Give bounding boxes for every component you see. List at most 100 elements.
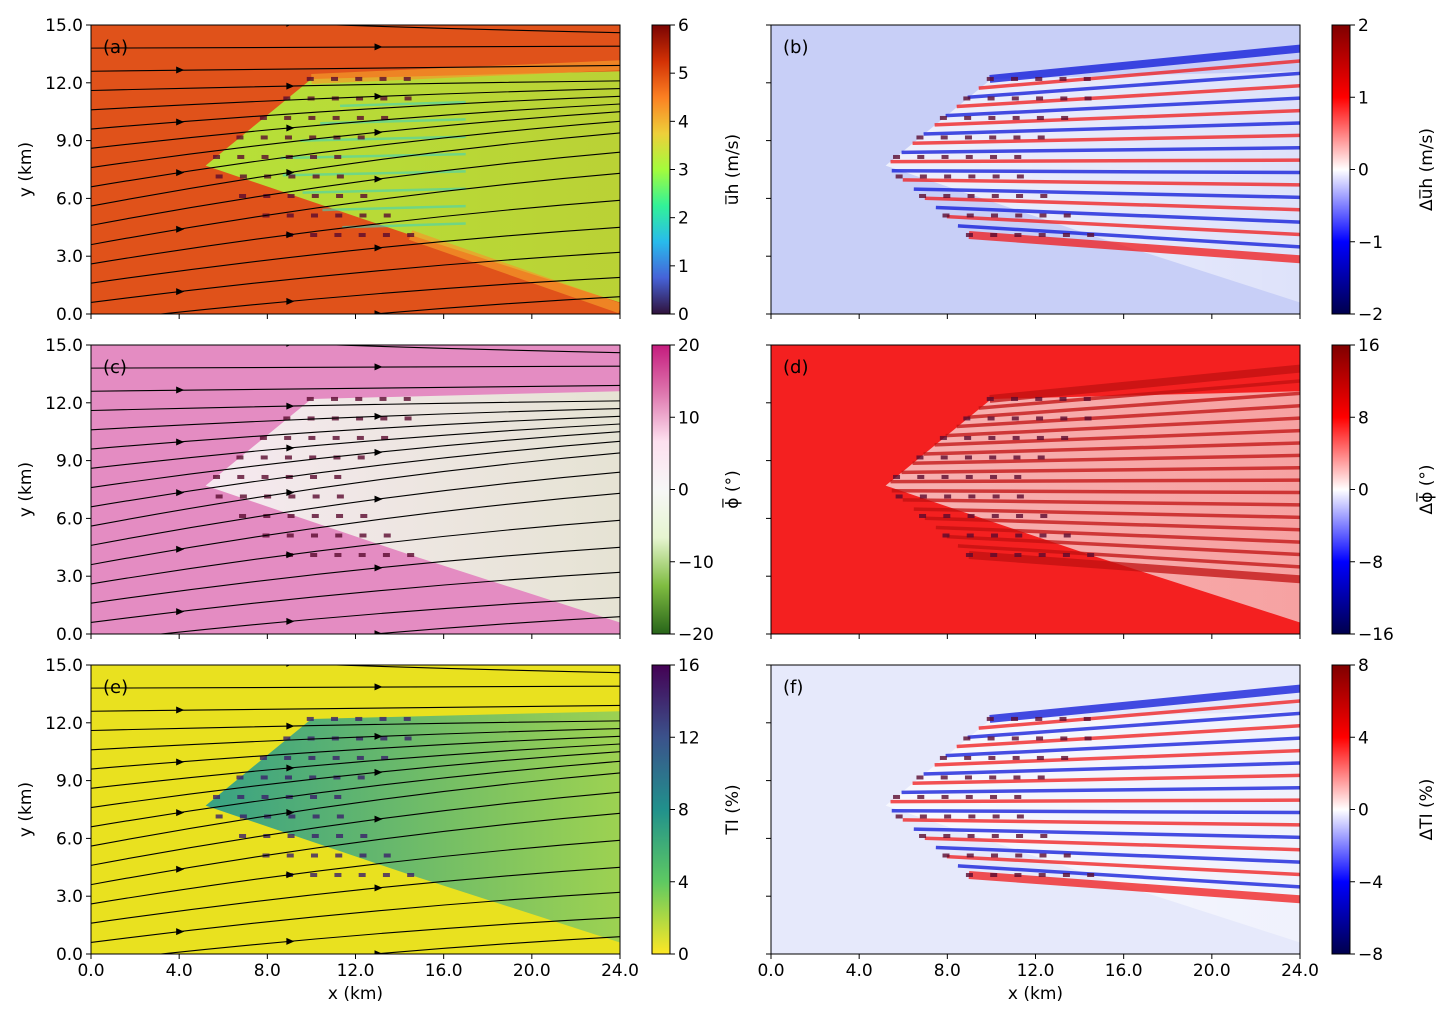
wake-streak — [978, 379, 1300, 410]
streamline — [91, 492, 620, 566]
streamline — [91, 400, 620, 412]
turbine-marker — [1040, 833, 1048, 838]
turbine-marker — [356, 435, 364, 440]
wake-streak — [901, 465, 1300, 475]
colorbar-tick-label: 6 — [678, 16, 689, 36]
turbine-marker — [288, 494, 296, 499]
turbine-marker — [1062, 233, 1070, 238]
turbine-marker — [941, 474, 949, 479]
colorbar-tick-label: −8 — [1358, 553, 1383, 573]
turbine-marker — [963, 736, 971, 741]
colorbar-tick-label: −20 — [678, 625, 714, 645]
wake-streak — [924, 836, 1300, 852]
turbine-marker — [284, 775, 292, 780]
y-tick-label: 9.0 — [56, 772, 83, 792]
streamline-arrow — [176, 758, 185, 766]
turbine-marker — [284, 755, 292, 760]
turbine-marker — [941, 794, 949, 799]
wake-streak — [902, 818, 1300, 827]
turbine-marker — [944, 174, 952, 179]
turbine-marker — [917, 154, 925, 159]
wake-edge — [408, 230, 620, 314]
streamline-arrow — [286, 617, 295, 625]
y-tick-label: 0.0 — [56, 305, 83, 325]
turbine-marker — [260, 135, 268, 140]
turbine-marker — [286, 213, 294, 218]
turbine-marker — [964, 755, 972, 760]
turbine-marker — [308, 115, 316, 120]
turbine-marker — [308, 755, 316, 760]
turbine-marker — [261, 794, 269, 799]
turbine-marker — [893, 154, 901, 159]
streamline — [91, 760, 620, 828]
turbine-marker — [310, 233, 318, 238]
turbine-marker — [284, 435, 292, 440]
turbine-marker — [356, 416, 364, 421]
wake-streak — [934, 108, 1300, 127]
streamline-arrow — [176, 706, 185, 714]
turbine-marker — [967, 833, 975, 838]
streamline — [91, 751, 620, 809]
x-tick-label: 0.0 — [757, 961, 784, 981]
turbine-marker — [237, 794, 245, 799]
colorbar-label: ΔTI (%) — [1417, 779, 1437, 841]
turbine-marker — [990, 154, 998, 159]
streamline — [91, 728, 620, 751]
turbine-marker — [940, 135, 948, 140]
streamline — [91, 866, 620, 924]
turbine-marker — [1083, 76, 1091, 81]
turbine-marker — [990, 213, 998, 218]
turbine-marker — [407, 873, 415, 878]
wake-streak — [957, 544, 1300, 569]
turbine-marker — [307, 96, 315, 101]
panel-d: (d) −16 −8 0 8 16 Δϕ̅ (°) — [766, 336, 1437, 645]
turbine-marker — [310, 213, 318, 218]
turbine-marker — [939, 435, 947, 440]
colorbar-label: Δϕ̅ (°) — [1415, 464, 1437, 514]
turbine-marker — [1037, 455, 1045, 460]
turbine-marker — [916, 135, 924, 140]
panel-e: (e) 0.0 3.0 6.0 9.0 12.0 15.0 0.0 4.0 8.0 12.0 16.0… — [16, 656, 743, 1004]
colorbar-tick-label: 4 — [678, 112, 689, 132]
turbine-marker — [336, 513, 344, 518]
turbine-marker — [1016, 814, 1024, 819]
turbine-marker — [1039, 853, 1047, 858]
wake-streak — [902, 178, 1300, 187]
turbine-marker — [1035, 76, 1043, 81]
turbine-marker — [917, 794, 925, 799]
colorbar-tick-label: 16 — [1358, 336, 1380, 356]
turbine-marker — [335, 213, 343, 218]
streamline-arrow — [374, 683, 383, 691]
turbine-marker — [964, 775, 972, 780]
wake-streak — [946, 534, 1300, 557]
streamline-arrow — [286, 168, 295, 176]
turbine-marker — [895, 814, 903, 819]
streamline-arrow — [374, 128, 383, 136]
turbine-marker — [990, 233, 998, 238]
turbine-marker — [942, 853, 950, 858]
turbine-marker — [264, 494, 272, 499]
colorbar-tick-label: 0 — [678, 305, 689, 325]
turbine-marker — [380, 416, 388, 421]
wake-streak — [913, 827, 1300, 840]
turbine-marker — [1014, 553, 1022, 558]
colorbar — [651, 344, 671, 635]
turbine-marker — [943, 193, 951, 198]
streamline-arrow — [176, 386, 185, 394]
streamline-arrow — [286, 82, 295, 90]
turbine-marker — [260, 455, 268, 460]
panel-f: (f) 0.0 4.0 8.0 12.0 16.0 20.0 24.0 x (km) −8 −4 0 4… — [757, 656, 1437, 1004]
colorbar-tick-label: 0 — [1358, 801, 1369, 821]
turbine-marker — [989, 135, 997, 140]
x-axis-label: x (km) — [1008, 984, 1063, 1004]
streamline-arrow — [286, 808, 295, 816]
turbine-marker — [1060, 96, 1068, 101]
wake-core-streak — [300, 135, 466, 142]
wake-streak — [934, 748, 1300, 767]
turbine-marker — [236, 775, 244, 780]
wake-streak — [968, 551, 1300, 584]
turbine-marker — [966, 853, 974, 858]
turbine-marker — [335, 853, 343, 858]
streamline — [321, 665, 620, 674]
panel-b: (b) −2 −1 0 1 2 Δu̅h (m/s) — [766, 16, 1437, 325]
